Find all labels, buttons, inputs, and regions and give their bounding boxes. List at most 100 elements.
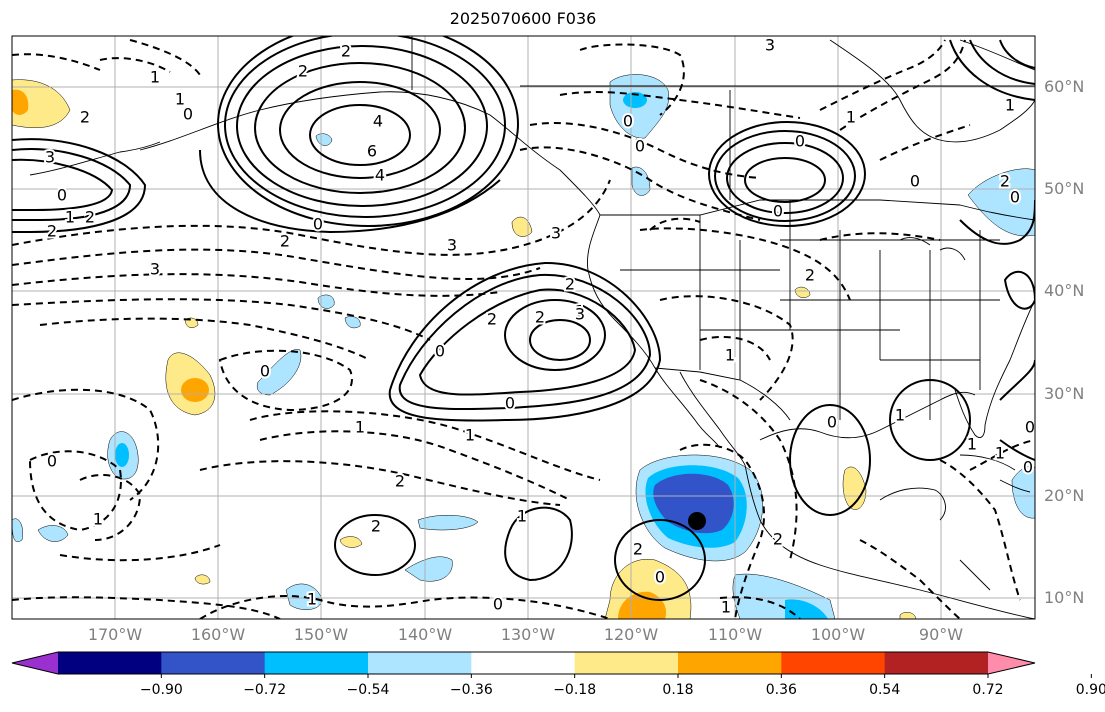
contour-label: 0 xyxy=(183,105,193,124)
contour-label: 0 xyxy=(313,215,323,234)
positive-anomaly-pacific-core xyxy=(181,378,209,402)
negative-anomaly-hawaii-core xyxy=(115,443,129,467)
contour-label: 3 xyxy=(150,260,160,279)
alaska-coast xyxy=(139,91,601,216)
positive-anomaly-small-3 xyxy=(194,574,211,585)
contour-label: 1 xyxy=(517,507,527,526)
positive-anomaly-small-5 xyxy=(339,536,363,548)
state-lines xyxy=(620,200,1000,420)
negative-anomaly-small-1 xyxy=(315,133,333,146)
contour-label: 2 xyxy=(773,530,783,549)
anomaly-fills xyxy=(12,74,1035,619)
map-frame xyxy=(11,35,1036,620)
colorbar-extend-low xyxy=(12,652,58,674)
contour-label: 2 xyxy=(535,308,545,327)
colorbar-segment xyxy=(678,652,782,674)
contour-label: 0 xyxy=(795,132,805,151)
west-coast-us xyxy=(587,214,656,369)
negative-anomaly-north-core xyxy=(623,92,647,108)
storm-center-marker xyxy=(688,512,706,530)
contour-label: 2 xyxy=(341,42,351,61)
contour-label: 2 xyxy=(633,540,643,559)
colorbar-segment xyxy=(884,652,989,674)
positive-contours xyxy=(12,36,1035,601)
longitude-label: 90°W xyxy=(918,625,964,644)
coastlines xyxy=(29,36,1035,619)
contour-label: 1 xyxy=(307,590,317,609)
mexico-west-coast xyxy=(744,464,1035,619)
contour-label: 4 xyxy=(375,166,385,185)
colorbar-tick-label: −0.36 xyxy=(449,682,493,698)
positive-anomaly-small-2 xyxy=(184,317,199,328)
us-canada-border xyxy=(600,199,1035,221)
contour-label: 3 xyxy=(551,224,561,243)
contour-label: 1 xyxy=(846,108,856,127)
negative-anomaly-blob-3 xyxy=(404,556,453,582)
contour-label: 6 xyxy=(367,142,377,161)
contour-label: 0 xyxy=(1025,418,1035,437)
latitude-label: 30°N xyxy=(1044,384,1085,403)
colorbar-tick-label: −0.72 xyxy=(243,682,287,698)
contour-label: 2 xyxy=(395,472,405,491)
contour-label: 0 xyxy=(493,595,503,614)
contour-label: 0 xyxy=(1010,188,1020,207)
latitude-label: 60°N xyxy=(1044,77,1085,96)
negative-anomaly-small-3 xyxy=(344,316,361,329)
colorbar-tick-label: −0.54 xyxy=(346,682,390,698)
contour-label: 0 xyxy=(1023,458,1033,477)
contour-label: 3 xyxy=(45,148,55,167)
colorbar-tick-label: 0.18 xyxy=(662,682,694,698)
colorbar-tick-label: 0.54 xyxy=(869,682,901,698)
florida xyxy=(954,389,986,438)
longitude-label: 150°W xyxy=(293,625,349,644)
latitude-label: 50°N xyxy=(1044,179,1085,198)
graticule xyxy=(12,36,1035,619)
negative-contours xyxy=(12,39,1035,619)
contour-label: 0 xyxy=(655,568,665,587)
colorbar-segment xyxy=(368,652,472,674)
positive-anomaly-small-1 xyxy=(511,216,533,237)
negative-anomaly-blob xyxy=(256,349,302,396)
contour-label: 2 xyxy=(565,275,575,294)
longitude-label: 170°W xyxy=(87,625,143,644)
canada-inner xyxy=(520,85,1035,200)
longitude-label: 110°W xyxy=(707,625,763,644)
positive-anomaly-south-core xyxy=(618,591,667,619)
colorbar-tick-label: −0.90 xyxy=(139,682,183,698)
contour-label: 2 xyxy=(298,62,308,81)
contour-label: 1 xyxy=(895,406,905,425)
contour-label: 2 xyxy=(371,517,381,536)
contour-label: 2 xyxy=(805,266,815,285)
colorbar-tick-label: 0.72 xyxy=(972,682,1004,698)
positive-anomaly-nw-core xyxy=(12,89,29,115)
longitude-label: 120°W xyxy=(603,625,659,644)
longitude-label: 160°W xyxy=(190,625,246,644)
negative-anomaly-atlantic xyxy=(967,168,1035,237)
longitude-label: 140°W xyxy=(397,625,453,644)
contour-label: 1 xyxy=(465,426,475,445)
negative-anomaly-caribbean xyxy=(1011,465,1035,519)
contour-label: 0 xyxy=(623,112,633,131)
positive-anomaly-gulf xyxy=(842,466,867,510)
latitude-label: 10°N xyxy=(1044,588,1085,607)
negative-anomaly-blob-6 xyxy=(12,518,23,543)
us-mexico-border xyxy=(654,367,791,421)
positive-anomaly-small-4 xyxy=(794,286,811,298)
contour-label: 3 xyxy=(447,236,457,255)
latitude-label: 40°N xyxy=(1044,281,1085,300)
negative-anomaly-small-2 xyxy=(317,294,335,309)
contour-label: 2 xyxy=(47,222,57,241)
negative-anomaly-blob-2 xyxy=(417,514,479,531)
colorbar-tick-label: 0.36 xyxy=(765,682,797,698)
colorbar-segment xyxy=(574,652,679,674)
colorbar xyxy=(11,651,1092,678)
colorbar-extend-high xyxy=(988,652,1035,674)
great-lakes xyxy=(899,237,966,261)
contour-label: 1 xyxy=(1005,96,1015,115)
contour-label: 0 xyxy=(910,172,920,191)
colorbar-tick-label: 0.90 xyxy=(1075,682,1105,698)
contour-label: 0 xyxy=(47,452,57,471)
colorbar-segment xyxy=(471,652,576,674)
contour-label: 0 xyxy=(57,186,67,205)
